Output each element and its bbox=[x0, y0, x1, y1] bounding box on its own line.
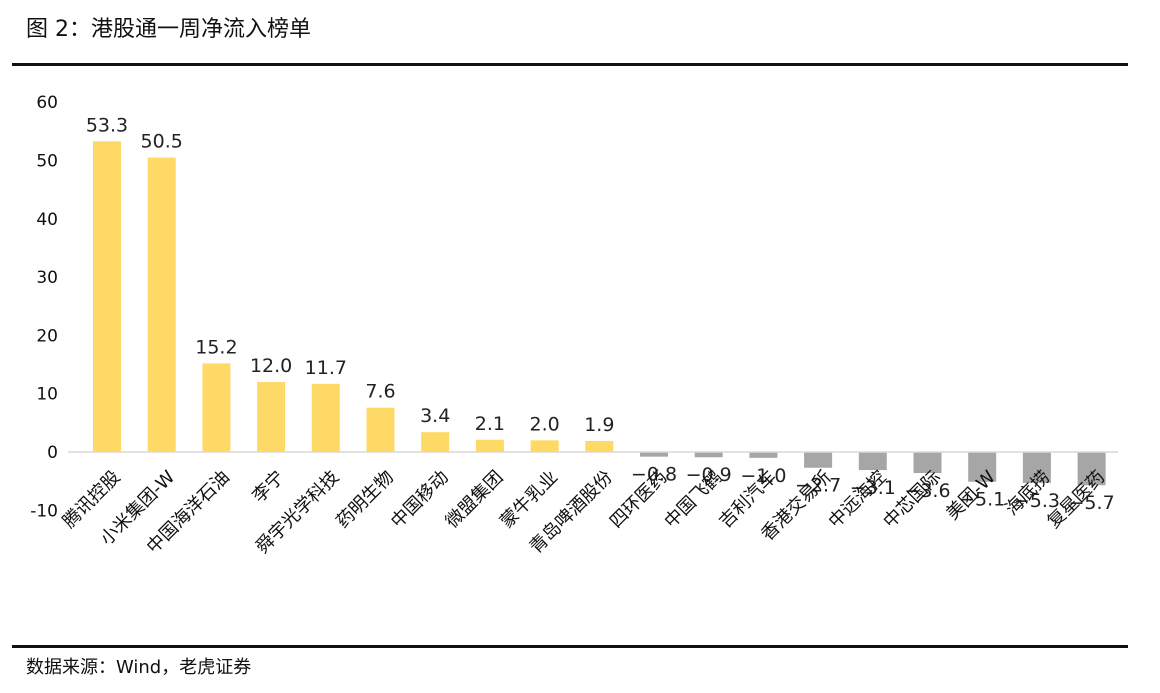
bar bbox=[749, 452, 778, 458]
bars bbox=[93, 141, 1106, 486]
top-rule bbox=[12, 63, 1128, 66]
data-label: −3.1 bbox=[850, 477, 896, 499]
bar bbox=[1022, 452, 1051, 483]
bar bbox=[640, 452, 668, 457]
bar bbox=[257, 382, 286, 452]
bar bbox=[694, 452, 723, 458]
y-tick-label: -10 bbox=[30, 501, 58, 521]
bottom-rule bbox=[12, 645, 1128, 648]
data-label: 12.0 bbox=[250, 355, 292, 377]
bar bbox=[585, 440, 614, 452]
y-tick-label: 0 bbox=[47, 443, 58, 463]
data-label: 3.4 bbox=[420, 405, 450, 427]
data-label: −1.0 bbox=[740, 465, 786, 487]
data-label: 50.5 bbox=[141, 131, 183, 153]
bar bbox=[93, 141, 121, 453]
source-note: 数据来源：Wind，老虎证券 bbox=[26, 657, 252, 678]
bar bbox=[366, 407, 395, 452]
bar bbox=[421, 432, 450, 452]
y-tick-label: 50 bbox=[36, 152, 58, 172]
figure-title: 图 2：港股通一周净流入榜单 bbox=[26, 17, 311, 42]
y-tick-label: 30 bbox=[36, 268, 58, 288]
bar bbox=[311, 383, 340, 452]
data-label: 15.2 bbox=[195, 336, 237, 358]
bar bbox=[202, 363, 231, 452]
data-label: −3.6 bbox=[904, 480, 950, 502]
x-tick-label: 李宁 bbox=[248, 467, 288, 507]
x-tick-label: 中国移动 bbox=[387, 467, 453, 533]
data-label: −0.9 bbox=[686, 464, 732, 486]
bar bbox=[475, 439, 504, 452]
data-label: 1.9 bbox=[584, 414, 614, 436]
data-labels: 53.350.515.212.0 11.77.63.4 2.1 2.0 1.9−0.8−… bbox=[86, 114, 1115, 514]
bar bbox=[1077, 452, 1106, 486]
data-label: 2.1 bbox=[475, 413, 505, 435]
y-axis: 60 50 40 30 20 10 0 -10 bbox=[30, 93, 58, 521]
x-tick-label: 微盟集团 bbox=[442, 467, 508, 533]
bar bbox=[858, 452, 887, 471]
bar-chart: 60 50 40 30 20 10 0 -10 53.3 50.5 15.2 12.0 11.7 7.6… bbox=[30, 93, 1118, 558]
data-label: −2.7 bbox=[795, 475, 841, 497]
x-tick-label: 药明生物 bbox=[332, 467, 398, 533]
y-tick-label: 60 bbox=[36, 93, 58, 113]
data-label: −5.1 bbox=[959, 489, 1005, 511]
bar bbox=[913, 452, 942, 473]
data-label: −5.3 bbox=[1014, 490, 1060, 512]
y-tick-label: 40 bbox=[36, 210, 58, 230]
data-label: −0.8 bbox=[631, 464, 677, 486]
bar bbox=[147, 157, 176, 452]
data-label: 2.0 bbox=[529, 413, 559, 435]
y-tick-label: 10 bbox=[36, 385, 58, 405]
bar bbox=[804, 452, 833, 468]
y-tick-label: 20 bbox=[36, 326, 58, 346]
data-label: 7.6 bbox=[365, 381, 395, 403]
data-label: 11.7 bbox=[305, 357, 347, 379]
data-label: 53.3 bbox=[86, 114, 128, 136]
data-label: −5.7 bbox=[1069, 492, 1115, 514]
bar bbox=[530, 440, 559, 452]
bar bbox=[968, 452, 997, 482]
